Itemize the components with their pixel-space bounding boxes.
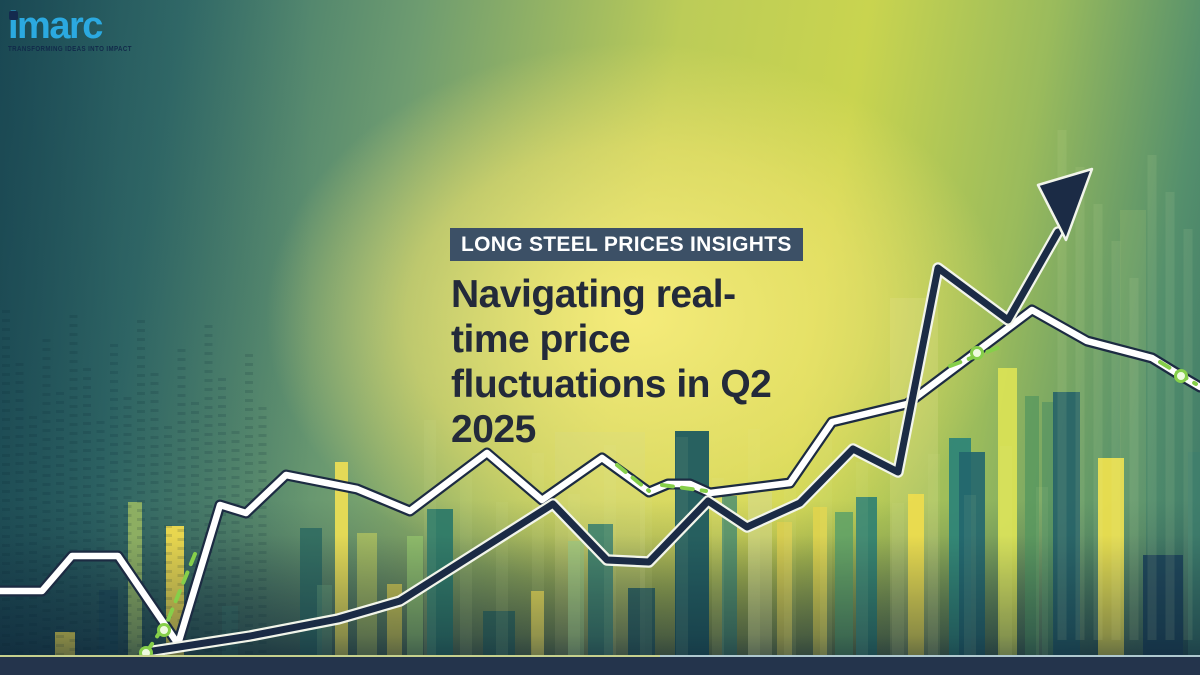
trend-lines — [0, 167, 1200, 657]
imarc-logo: imarc TRANSFORMING IDEAS INTO IMPACT — [8, 6, 188, 53]
headline-line-4: 2025 — [451, 408, 536, 451]
headline-line-3: fluctuations in Q2 — [451, 363, 772, 406]
green-dashed-segment — [615, 463, 651, 493]
green-ring-marker — [157, 623, 171, 637]
green-ring-marker — [1174, 369, 1188, 383]
navy-trend-line — [149, 228, 1062, 655]
logo-tagline: TRANSFORMING IDEAS INTO IMPACT — [8, 46, 132, 53]
badge-label: LONG STEEL PRICES INSIGHTS — [461, 233, 792, 256]
bottom-band — [0, 655, 1200, 675]
logo-i-dot — [9, 11, 18, 20]
green-accent-marks — [139, 345, 1198, 660]
headline: Navigating real- time price fluctuations… — [451, 272, 831, 452]
green-dashed-segment — [144, 547, 199, 655]
category-badge: LONG STEEL PRICES INSIGHTS — [450, 228, 803, 261]
logo-wordmark: imarc — [8, 5, 103, 47]
headline-line-2: time price — [451, 318, 631, 361]
headline-line-1: Navigating real- — [451, 273, 736, 316]
green-dashed-segment — [660, 483, 708, 493]
green-ring-marker — [970, 346, 984, 360]
trend-arrow-head — [1036, 167, 1094, 242]
